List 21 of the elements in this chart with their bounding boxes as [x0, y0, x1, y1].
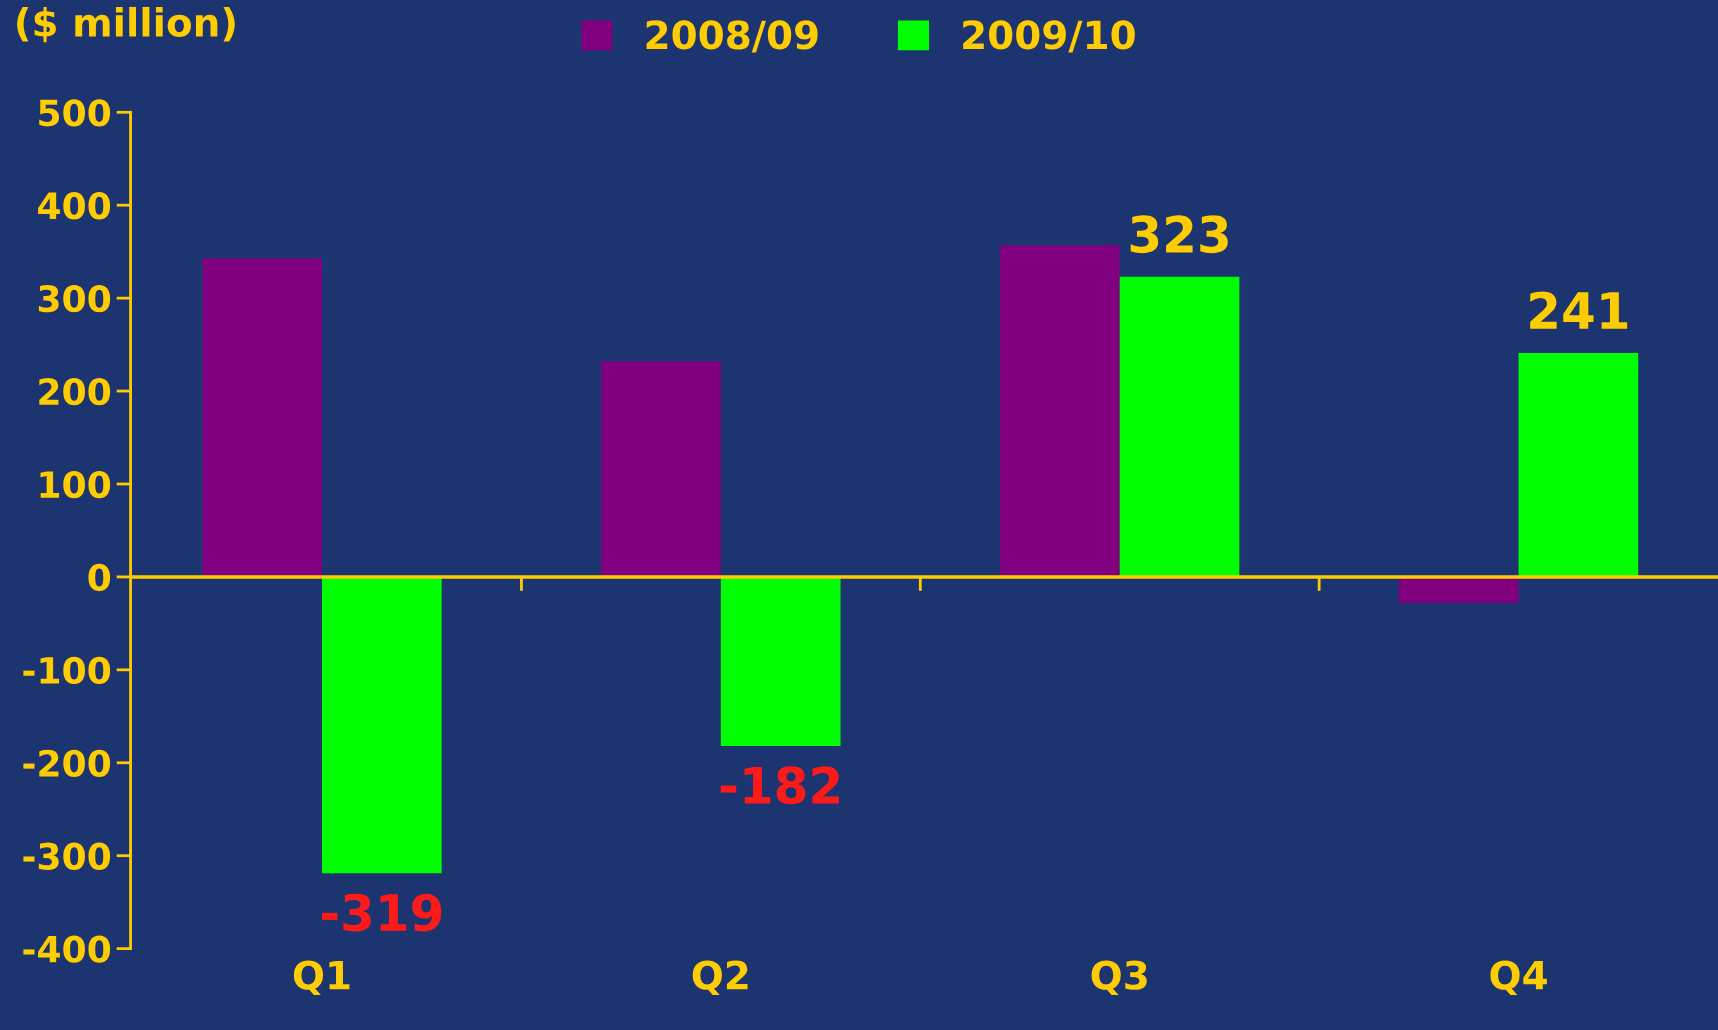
y-tick-label: -100 — [23, 656, 111, 685]
y-tick-label: 500 — [39, 99, 111, 127]
y-axis-title: ($ million) — [17, 6, 235, 43]
x-tick-label: Q4 — [1490, 960, 1547, 995]
y-tick-label: 300 — [38, 285, 111, 313]
y-tick-label: -200 — [23, 749, 111, 778]
y-tick-label: -300 — [23, 842, 111, 870]
y-tick-label: 0 — [88, 563, 111, 592]
data-label: -319 — [322, 893, 442, 932]
x-tick-label: Q2 — [692, 960, 748, 995]
y-tick-label: 400 — [38, 192, 111, 220]
y-tick-label: 200 — [39, 377, 111, 406]
y-tick-label: 100 — [40, 470, 111, 499]
x-tick-label: Q1 — [293, 960, 350, 995]
data-label: 241 — [1530, 291, 1628, 329]
data-label: 323 — [1130, 215, 1228, 254]
legend-label: 2008/09 — [646, 20, 818, 53]
x-tick-label: Q3 — [1091, 960, 1147, 995]
legend-label: 2009/10 — [963, 20, 1135, 53]
y-tick-label: -400 — [23, 935, 111, 963]
data-label: -182 — [720, 766, 839, 805]
